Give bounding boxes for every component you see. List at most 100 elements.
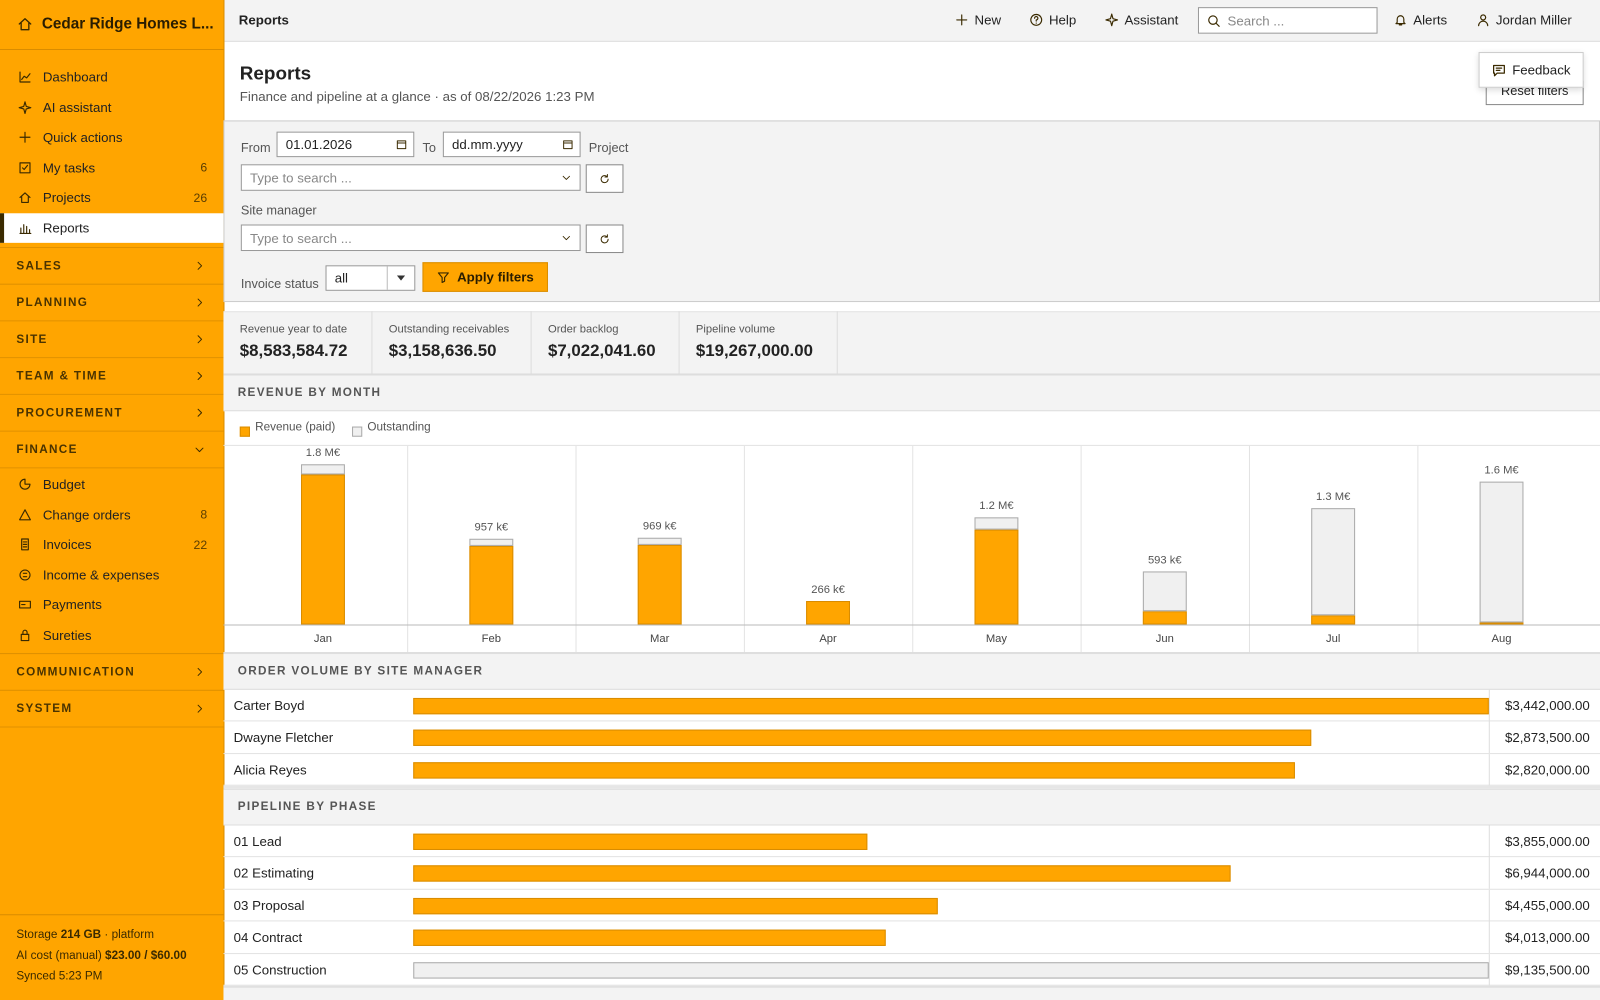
table-row: Dwayne Fletcher $2,873,500.00 <box>223 721 1600 754</box>
bar-segment <box>469 539 514 546</box>
nav-item[interactable]: Projects 26 <box>0 183 223 213</box>
nav-section[interactable]: COMMUNICATION <box>0 654 224 691</box>
icon <box>19 223 32 234</box>
select-value: all <box>334 270 348 286</box>
filter-label: To <box>422 140 436 156</box>
nav-item[interactable]: Budget <box>0 469 223 499</box>
kpi-strip <box>223 311 1600 375</box>
value-cell <box>1488 889 1600 922</box>
column-divider <box>575 445 577 654</box>
nav-item[interactable]: Quick actions <box>0 122 223 152</box>
kpi-value: $7,022,041.60 <box>547 341 656 361</box>
value-cell <box>1488 721 1600 754</box>
topbar-new[interactable]: New <box>955 12 1001 28</box>
legend-swatch <box>352 426 363 437</box>
icon <box>19 131 31 144</box>
filter-label: From <box>240 140 271 156</box>
ai-value: $23.00 / $60.00 <box>105 949 187 963</box>
x-tick-label: Jul <box>1325 632 1341 645</box>
nav-item[interactable]: My tasks 6 <box>0 153 223 183</box>
nav-label: My tasks <box>42 159 96 176</box>
nav-item[interactable]: Reports <box>0 212 224 243</box>
bar-segment <box>1142 611 1187 625</box>
combo-box[interactable]: Type to search ... <box>240 224 581 252</box>
refresh-button[interactable] <box>585 164 624 193</box>
topbar-alerts[interactable]: Alerts <box>1394 12 1447 28</box>
bar <box>413 929 886 947</box>
combo-box[interactable]: Type to search ... <box>240 164 581 191</box>
topbar-user[interactable]: Jordan Miller <box>1477 12 1572 28</box>
sidebar: Cedar Ridge Homes L... Dashboard AI assist… <box>0 0 225 1000</box>
bar-segment <box>974 517 1019 530</box>
kpi-card: Order backlog $7,022,041.60 <box>532 311 680 375</box>
bar-total-label: 969 k€ <box>642 520 677 533</box>
search-box[interactable]: Search ... <box>1197 7 1378 34</box>
nav-item[interactable]: Sureties <box>0 620 223 650</box>
nav-section[interactable]: SITE <box>0 321 224 359</box>
value-cell <box>1488 857 1600 890</box>
bar-total-label: 1.8 M€ <box>305 446 341 459</box>
icon <box>19 569 31 581</box>
row-value: $3,442,000.00 <box>1504 697 1590 714</box>
brand: Cedar Ridge Homes L... <box>0 0 224 50</box>
icon <box>197 261 203 270</box>
select[interactable]: all <box>325 265 416 291</box>
icon <box>197 667 203 676</box>
nav-item[interactable]: Dashboard <box>0 62 223 92</box>
table-row: 05 Construction $9,135,500.00 <box>223 953 1600 986</box>
icon <box>437 272 449 284</box>
nav-item[interactable]: AI assistant <box>0 92 223 122</box>
row-label: 04 Contract <box>233 929 303 946</box>
section-label: FINANCE <box>16 443 78 456</box>
bar-total-label: 1.6 M€ <box>1484 464 1519 477</box>
date-input[interactable]: 01.01.2026 <box>276 131 415 158</box>
kpi-card: Revenue year to date $8,583,584.72 <box>223 311 373 375</box>
nav-item[interactable]: Change orders 8 <box>0 499 223 529</box>
icon <box>19 192 31 204</box>
nav-section[interactable]: SYSTEM <box>0 691 224 728</box>
section-label: COMMUNICATION <box>16 665 136 679</box>
row-value: $4,013,000.00 <box>1504 929 1590 946</box>
date-value: 01.01.2026 <box>285 136 353 153</box>
feedback-label: Feedback <box>1512 62 1571 78</box>
legend-label: Outstanding <box>367 421 431 434</box>
nav-item[interactable]: Invoices 22 <box>0 530 223 560</box>
refresh-button[interactable] <box>585 224 624 254</box>
section-label: SALES <box>16 259 63 272</box>
legend-divider <box>223 444 1600 446</box>
assistant-label: Assistant <box>1124 12 1179 28</box>
x-tick-label: Jun <box>1155 632 1174 645</box>
bar <box>413 729 1312 747</box>
bar-total-label: 266 k€ <box>811 583 845 596</box>
section-label: PLANNING <box>16 296 89 309</box>
nav-section[interactable]: TEAM & TIME <box>0 358 224 395</box>
icon <box>1105 13 1119 27</box>
bar-segment <box>469 545 514 625</box>
icon <box>1395 15 1406 26</box>
value-cell <box>1488 825 1600 858</box>
bar-segment <box>301 474 345 625</box>
bar <box>413 762 1295 779</box>
column-divider <box>912 445 914 654</box>
nav-section[interactable]: FINANCE <box>0 432 224 469</box>
icon <box>19 600 31 609</box>
feedback-button[interactable]: Feedback <box>1478 52 1584 88</box>
nav-section[interactable]: SALES <box>0 248 224 285</box>
topbar-assistant[interactable]: Assistant <box>1105 12 1179 28</box>
nav-label: Change orders <box>42 506 131 523</box>
nav-item[interactable]: Income & expenses <box>0 560 223 590</box>
nav-label: Reports <box>42 220 90 236</box>
date-input[interactable]: dd.mm.yyyy <box>442 131 581 158</box>
table-row: 03 Proposal $4,455,000.00 <box>223 889 1600 922</box>
nav-item[interactable]: Payments <box>0 590 223 620</box>
nav-section[interactable]: PLANNING <box>0 285 224 322</box>
kpi-value: $19,267,000.00 <box>695 341 813 361</box>
filter-label: Project <box>588 140 629 156</box>
topbar-help[interactable]: Help <box>1030 12 1076 28</box>
combo-placeholder: Type to search ... <box>249 169 352 186</box>
value-cell <box>1488 921 1600 954</box>
nav-section[interactable]: PROCUREMENT <box>0 395 224 432</box>
row-value: $2,820,000.00 <box>1504 762 1590 778</box>
apply-button[interactable]: Apply filters <box>422 262 548 292</box>
